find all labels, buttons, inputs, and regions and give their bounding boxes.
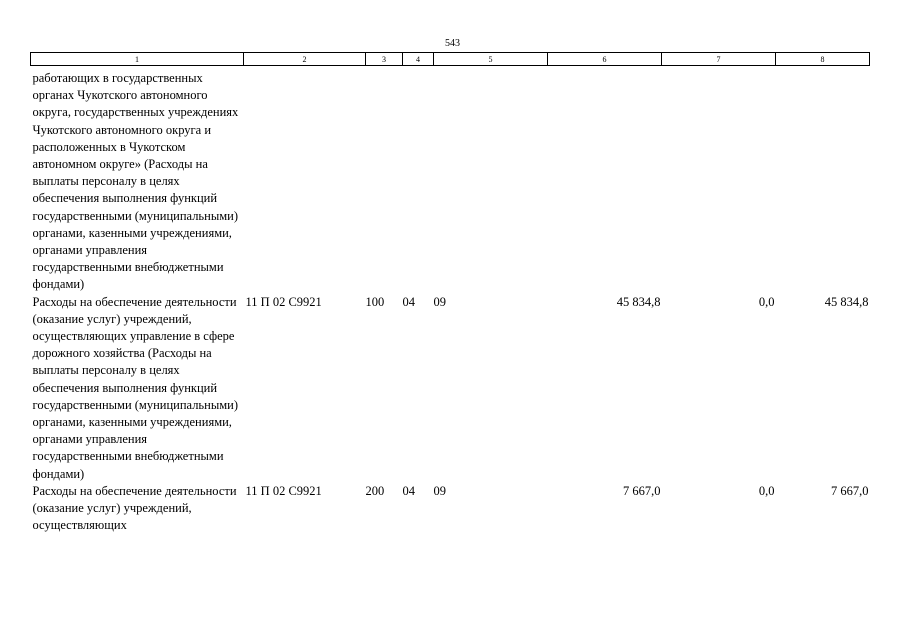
row-value-7: 0,0	[758, 294, 775, 309]
row-code: 11 П 02 С9921	[245, 483, 322, 498]
page-number: 543	[445, 38, 460, 49]
row-value-8: 45 834,8	[824, 294, 869, 309]
column-number-row: 1 2 3 4 5 6 7 8	[30, 52, 870, 66]
row-value-8	[776, 66, 870, 294]
col-header-2: 2	[243, 52, 366, 66]
row-code	[244, 66, 366, 294]
row-kvr	[366, 66, 403, 294]
table-row: работающих в государственных органах Чук…	[31, 66, 870, 294]
row-rz: 04	[402, 483, 416, 498]
col-header-1: 1	[30, 52, 244, 66]
row-value-8: 7 667,0	[831, 483, 869, 498]
row-pr: 09	[433, 483, 447, 498]
row-pr: 09	[433, 294, 447, 309]
row-name: работающих в государственных органах Чук…	[32, 71, 239, 292]
table-row: Расходы на обеспечение деятельности (ока…	[31, 294, 870, 483]
col-header-4: 4	[402, 52, 434, 66]
table-row: Расходы на обеспечение деятельности (ока…	[31, 483, 870, 535]
row-value-6: 7 667,0	[623, 483, 661, 498]
row-rz	[403, 66, 434, 294]
row-value-7	[662, 66, 776, 294]
row-name: Расходы на обеспечение деятельности (ока…	[32, 483, 237, 533]
col-header-8: 8	[775, 52, 870, 66]
budget-table: 1 2 3 4 5 6 7 8 работающих в государстве…	[30, 52, 870, 534]
col-header-5: 5	[433, 52, 548, 66]
row-pr	[434, 66, 548, 294]
row-rz: 04	[402, 294, 416, 309]
row-code: 11 П 02 С9921	[245, 294, 322, 309]
col-header-7: 7	[661, 52, 776, 66]
row-value-6	[548, 66, 662, 294]
col-header-3: 3	[365, 52, 403, 66]
row-kvr: 200	[365, 483, 385, 498]
row-value-6: 45 834,8	[616, 294, 661, 309]
row-value-7: 0,0	[758, 483, 775, 498]
row-kvr: 100	[365, 294, 385, 309]
col-header-6: 6	[547, 52, 662, 66]
row-name: Расходы на обеспечение деятельности (ока…	[32, 294, 239, 481]
